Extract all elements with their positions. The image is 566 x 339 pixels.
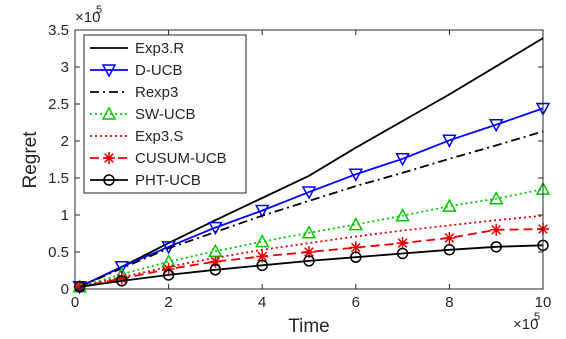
data-point-cusum-ucb [73,280,86,293]
legend-marker-pht-ucb [103,174,115,186]
data-point-cusum-ucb [209,255,222,268]
data-point-sw-ucb [254,234,270,248]
data-point-cusum-ucb [303,246,315,258]
series-line-rexp3 [79,130,544,288]
x-tick-label: 8 [445,294,453,311]
y-axis-label: Regret [20,131,41,189]
data-point-d-ucb [208,221,223,236]
data-point-sw-ucb [442,198,457,212]
legend-item-exp3-s: Exp3.S [90,128,183,145]
legend-marker-d-ucb [101,64,117,78]
series-line-exp3-r [79,37,544,288]
x-tick-label: 10 [535,294,552,311]
data-point-cusum-ucb [443,231,456,244]
legend-label-cusum-ucb: CUSUM-UCB [135,150,227,167]
x-tick-label: 0 [71,294,79,311]
data-point-d-ucb [395,153,410,167]
series-cusum-ucb [73,223,549,293]
x-tick-label: 4 [258,294,266,311]
series-exp3-s [79,214,544,288]
axes-layer [74,29,544,290]
data-point-pht-ucb [490,241,502,253]
legend-item-sw-ucb: SW-UCB [90,106,196,123]
data-point-pht-ucb [162,269,175,281]
legend-label-pht-ucb: PHT-UCB [135,172,201,189]
data-point-pht-ucb [303,255,315,267]
plot-frame [74,29,544,290]
y-tick-label: 0.5 [48,244,69,261]
data-point-d-ucb [254,204,270,219]
data-point-sw-ucb [395,208,410,222]
y-tick-label: 3.5 [48,22,69,39]
series-line-d-ucb [79,107,544,288]
legend-item-rexp3: Rexp3 [90,84,178,101]
data-point-sw-ucb [488,191,504,205]
data-point-cusum-ucb [490,223,503,236]
data-point-pht-ucb [256,259,268,272]
legend-item-exp3-r: Exp3.R [90,40,184,57]
x-axis-label: Time [288,316,330,337]
legend-marker-sw-ucb [101,106,117,120]
y-tick-label: 0 [61,281,69,298]
legend-item-cusum-ucb: CUSUM-UCB [90,150,227,167]
data-point-cusum-ucb [256,250,269,263]
data-point-sw-ucb [348,217,364,231]
legend-label-exp3-r: Exp3.R [135,40,184,57]
series-line-pht-ucb [79,244,544,288]
y-multiplier-exponent: 5 [96,4,102,16]
legend: Exp3.R D-UCB Rexp3 SW-UCB Exp3.S CUSUM-UCB PHT… [83,34,247,194]
y-axis-multiplier: ×10 5 [75,4,102,26]
data-point-d-ucb [488,118,504,133]
data-point-pht-ucb [396,247,409,260]
x-tick-label: 2 [164,294,172,311]
data-point-pht-ucb [209,264,222,276]
data-point-d-ucb [442,134,457,148]
legend-label-d-ucb: D-UCB [135,62,183,79]
x-tick-label: 6 [352,294,360,311]
ticks-layer: 0 2 4 6 8 10 0 0.5 1 1.5 2 2.5 3 3.5 [48,22,551,311]
data-point-cusum-ucb [115,272,128,285]
legend-item-pht-ucb: PHT-UCB [90,172,201,189]
legend-marker-cusum-ucb [103,152,115,164]
data-point-d-ucb [348,168,364,182]
x-axis-multiplier: ×10 5 [513,311,540,333]
data-point-d-ucb [301,186,317,200]
y-tick-label: 2.5 [48,96,69,113]
series-layer [72,37,551,295]
data-point-cusum-ucb [396,237,409,250]
series-exp3-r [79,37,544,288]
data-point-pht-ucb [116,275,128,287]
legend-label-exp3-s: Exp3.S [135,128,183,145]
y-tick-label: 1 [61,207,69,224]
series-rexp3 [79,130,544,288]
y-multiplier-base: ×10 [75,9,100,26]
data-point-sw-ucb [301,225,317,239]
data-point-d-ucb [114,261,130,275]
series-line-exp3-s [79,214,544,288]
x-multiplier-exponent: 5 [534,311,540,323]
y-tick-label: 2 [61,133,69,150]
data-point-cusum-ucb [349,241,362,254]
y-tick-label: 1.5 [48,170,69,187]
x-multiplier-base: ×10 [513,316,538,333]
data-point-cusum-ucb [162,263,175,276]
series-line-sw-ucb [79,188,544,288]
y-tick-label: 3 [61,59,69,76]
data-point-pht-ucb [350,251,362,263]
data-point-pht-ucb [443,244,456,256]
legend-item-d-ucb: D-UCB [90,62,183,79]
legend-label-sw-ucb: SW-UCB [135,106,196,123]
legend-entries: Exp3.R D-UCB Rexp3 SW-UCB Exp3.S CUSUM-UCB PHT… [90,40,227,189]
legend-label-rexp3: Rexp3 [135,84,178,101]
